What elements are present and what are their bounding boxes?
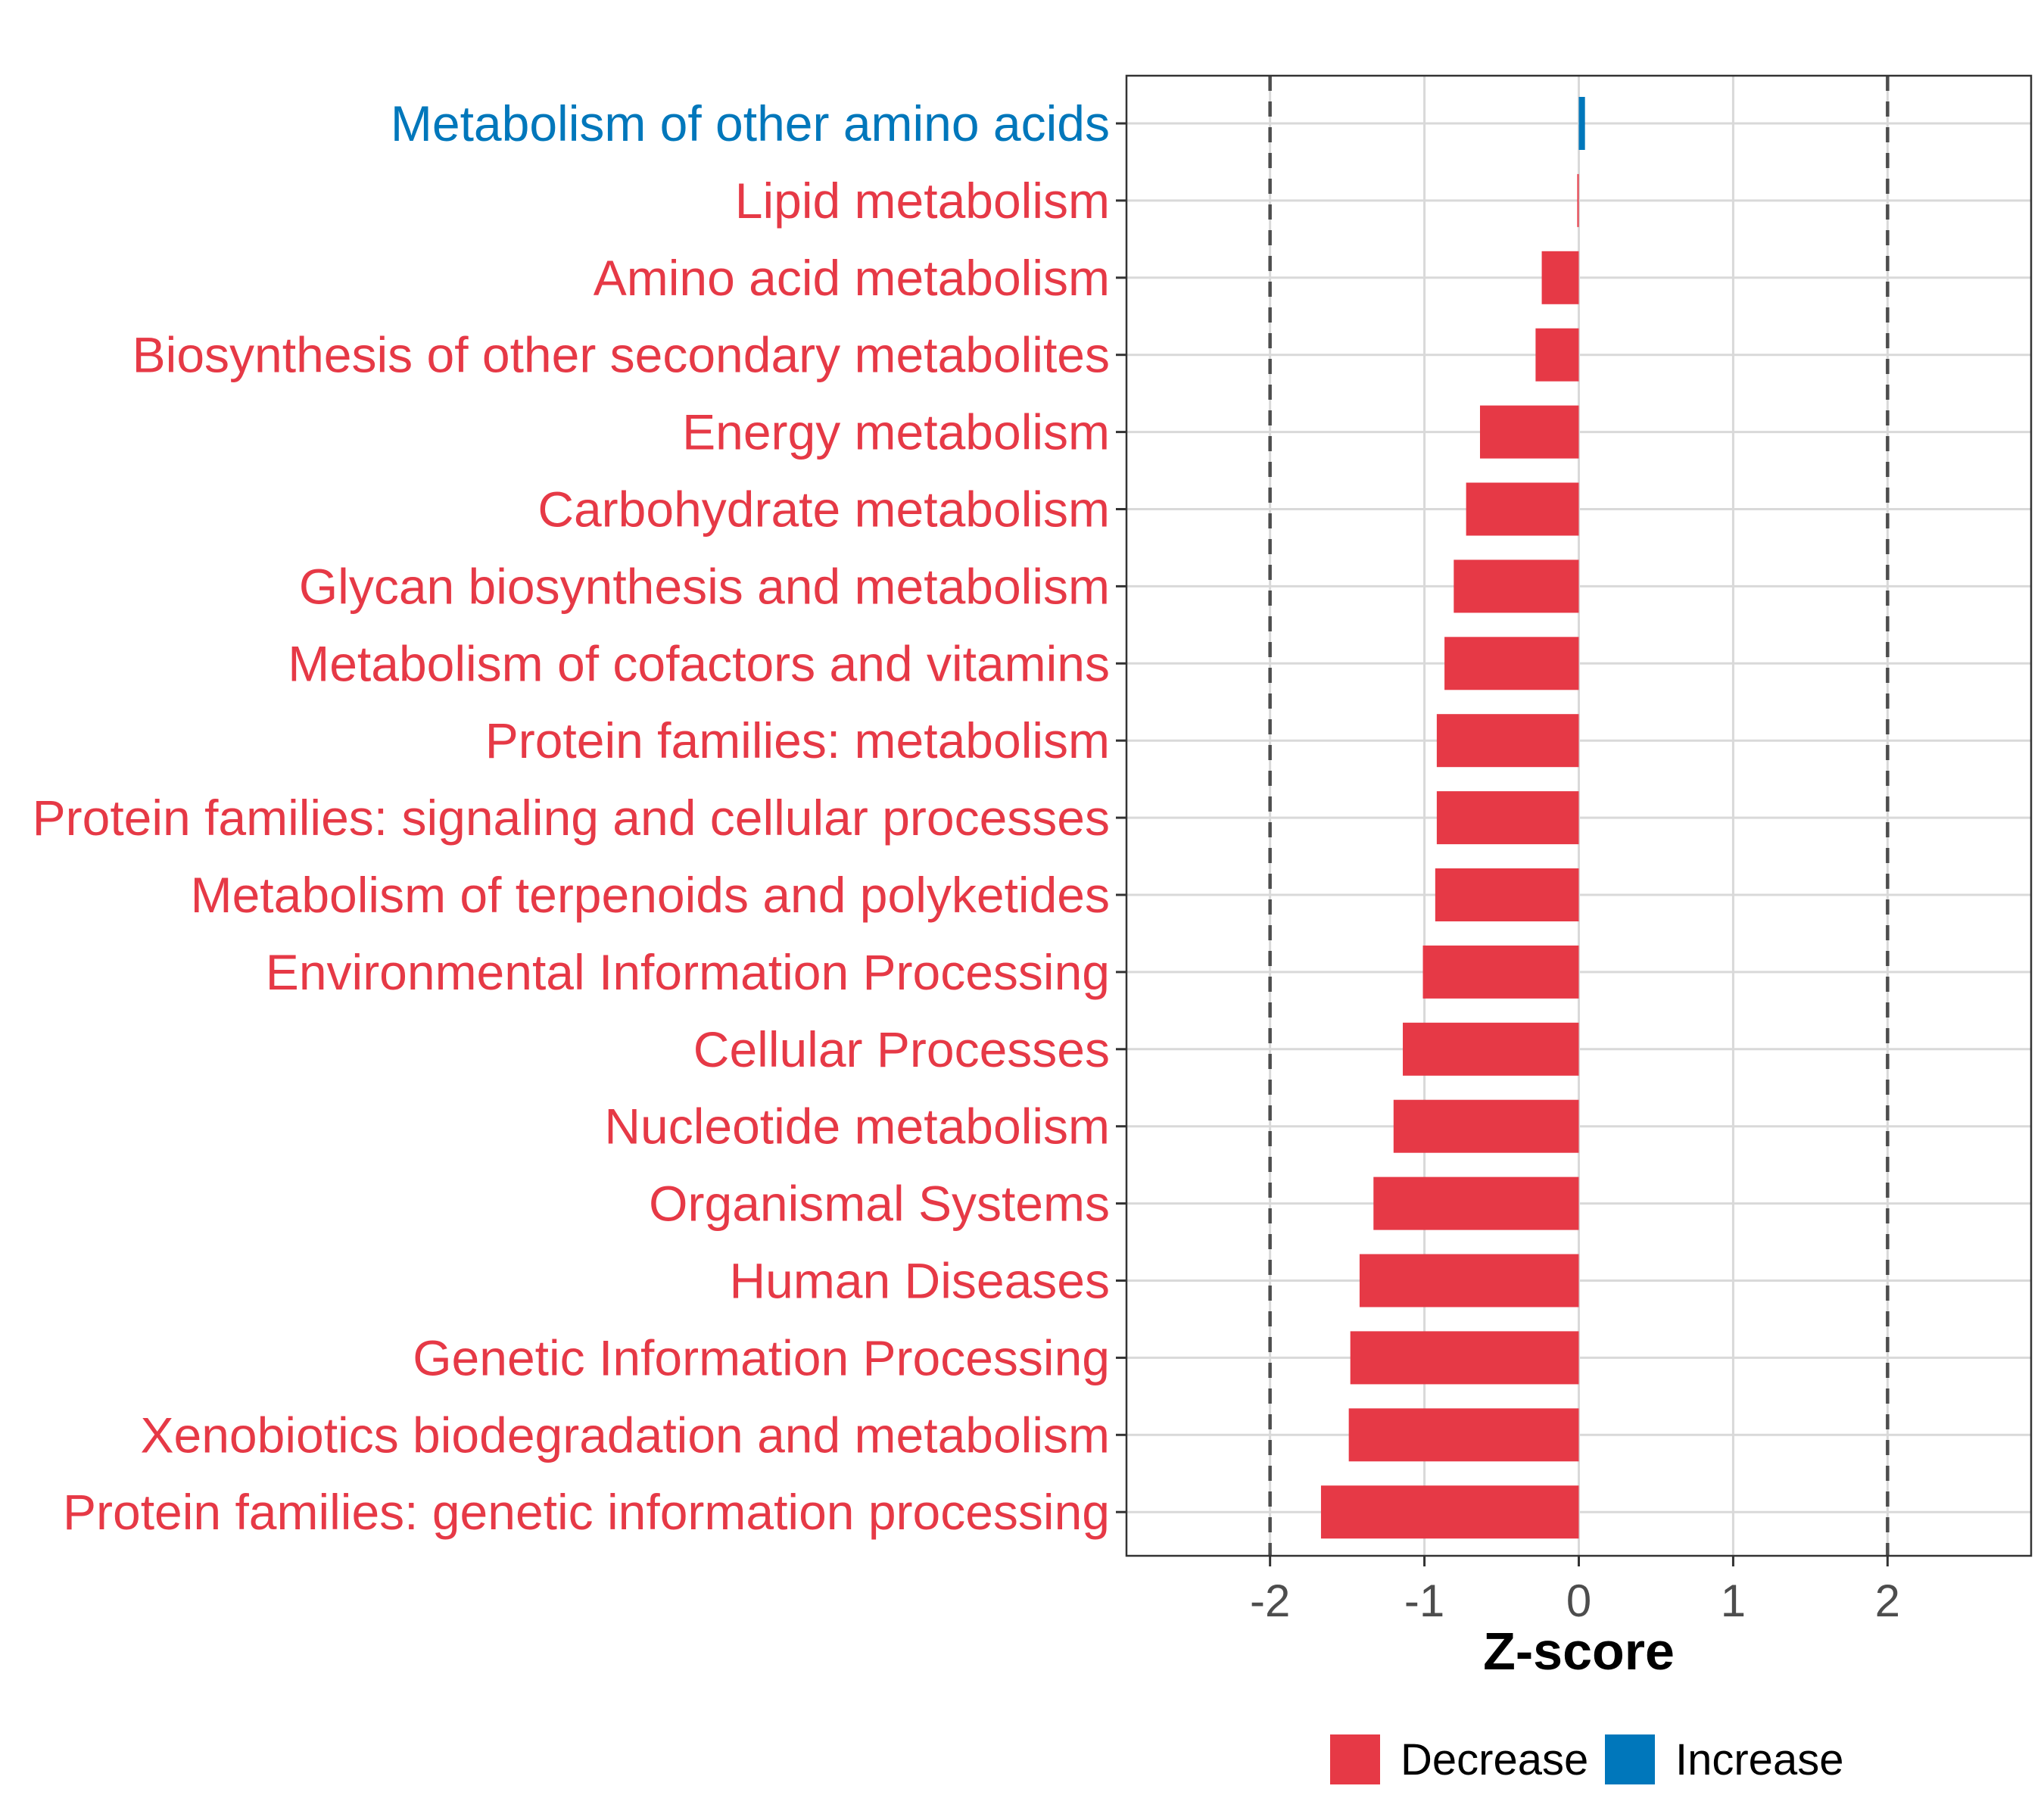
category-label: Cellular Processes <box>693 1021 1110 1077</box>
category-label: Carbohydrate metabolism <box>537 482 1110 538</box>
category-label: Genetic Information Processing <box>413 1329 1110 1385</box>
category-label: Protein families: genetic information pr… <box>63 1484 1110 1540</box>
x-axis-ticks: -2 -1 0 1 2 <box>1250 1556 1900 1626</box>
x-tick-label: -2 <box>1250 1575 1290 1626</box>
category-label: Glycan biosynthesis and metabolism <box>299 558 1110 614</box>
bar <box>1403 1022 1579 1076</box>
x-tick-label: -1 <box>1404 1575 1444 1626</box>
legend-label-increase: Increase <box>1675 1735 1843 1784</box>
bar <box>1422 945 1579 999</box>
category-label: Protein families: metabolism <box>485 712 1110 768</box>
bars <box>1320 97 1585 1539</box>
bar <box>1393 1099 1579 1153</box>
bar <box>1444 637 1579 690</box>
category-label: Metabolism of cofactors and vitamins <box>288 635 1110 691</box>
x-tick-label: 1 <box>1721 1575 1746 1626</box>
bar <box>1454 559 1579 613</box>
category-label: Xenobiotics biodegradation and metabolis… <box>141 1407 1111 1463</box>
bar <box>1479 405 1579 459</box>
bar <box>1436 791 1579 845</box>
bar <box>1466 482 1579 536</box>
category-label: Human Diseases <box>729 1253 1110 1309</box>
category-label: Amino acid metabolism <box>594 250 1110 306</box>
bar <box>1435 868 1579 921</box>
x-tick-label: 0 <box>1566 1575 1591 1626</box>
bar <box>1436 714 1579 768</box>
x-tick-label: 2 <box>1875 1575 1900 1626</box>
category-label: Energy metabolism <box>682 404 1110 460</box>
category-label: Nucleotide metabolism <box>604 1099 1110 1155</box>
category-label: Organismal Systems <box>649 1176 1110 1232</box>
bar <box>1578 97 1585 150</box>
legend-swatch-decrease <box>1330 1734 1380 1784</box>
legend: Decrease Increase <box>1330 1734 1843 1784</box>
x-axis-title: Z-score <box>1483 1622 1675 1681</box>
legend-label-decrease: Decrease <box>1401 1735 1588 1784</box>
category-label: Lipid metabolism <box>735 173 1110 229</box>
category-label: Protein families: signaling and cellular… <box>33 790 1110 846</box>
bar <box>1535 328 1579 382</box>
category-label: Metabolism of terpenoids and polyketides <box>191 867 1110 923</box>
y-axis-ticks: Metabolism of other amino acids Lipid met… <box>33 95 1126 1540</box>
bar <box>1348 1408 1579 1462</box>
bar <box>1373 1177 1579 1230</box>
bar <box>1577 173 1579 227</box>
bar <box>1359 1254 1579 1307</box>
category-label: Metabolism of other amino acids <box>391 95 1110 151</box>
bar <box>1541 251 1579 304</box>
bar <box>1350 1331 1579 1385</box>
bar <box>1320 1485 1579 1539</box>
legend-swatch-increase <box>1605 1734 1655 1784</box>
category-label: Environmental Information Processing <box>266 944 1110 1000</box>
category-label: Biosynthesis of other secondary metaboli… <box>132 327 1110 383</box>
reference-lines <box>1268 76 1890 1556</box>
